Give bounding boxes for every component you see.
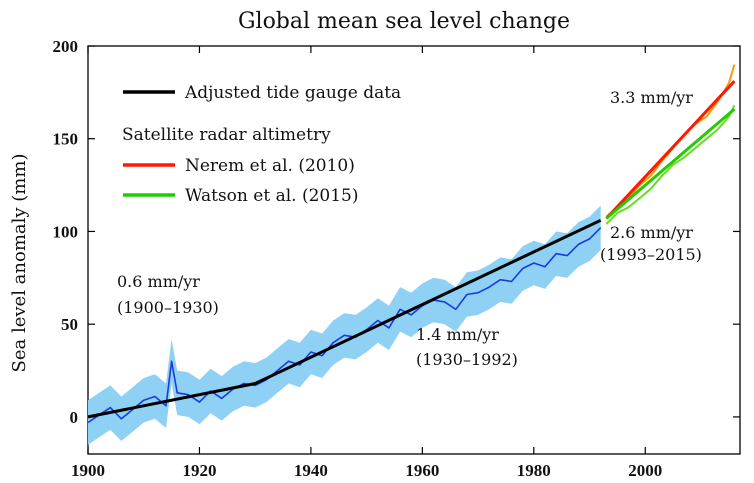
annotation-rate-nerem: 3.3 mm/yr <box>610 88 693 107</box>
annotation-period-1930: (1930–1992) <box>416 350 518 369</box>
legend-label-nerem: Nerem et al. (2010) <box>185 156 355 176</box>
uncertainty-band <box>88 205 601 445</box>
x-tick-label: 1980 <box>517 461 551 480</box>
tide-gauge-trend-line <box>87 218 602 419</box>
tide-gauge-uncertainty-band <box>88 205 601 445</box>
legend-label-tide-gauge: Adjusted tide gauge data <box>184 83 401 103</box>
annotation-period-watson: (1993–2015) <box>600 245 702 264</box>
annotation-rate-1900: 0.6 mm/yr <box>117 272 200 291</box>
legend: Adjusted tide gauge data Satellite radar… <box>122 83 401 206</box>
x-tick-label: 2000 <box>628 461 662 480</box>
tide-gauge-observed-line <box>87 227 602 424</box>
plot-frame <box>87 45 741 455</box>
legend-label-watson: Watson et al. (2015) <box>185 186 358 206</box>
legend-group-heading: Satellite radar altimetry <box>122 125 331 145</box>
y-tick-label: 100 <box>53 222 79 241</box>
axes-layer: 1900 1920 1940 1960 1980 2000 0 50 100 150 200 <box>53 37 740 480</box>
chart-title: Global mean sea level change <box>238 9 570 34</box>
y-tick-label: 200 <box>53 37 79 56</box>
y-tick-label: 150 <box>53 130 79 149</box>
series-layer <box>87 64 736 424</box>
y-axis-label: Sea level anomaly (mm) <box>9 154 30 373</box>
nerem-trend-line <box>605 80 736 220</box>
x-tick-label: 1940 <box>294 461 328 480</box>
annotation-rate-1930: 1.4 mm/yr <box>416 325 499 344</box>
watson-observed-line <box>605 104 736 225</box>
rate-annotations: 0.6 mm/yr (1900–1930) 1.4 mm/yr (1930–19… <box>117 88 702 369</box>
watson-trend-line <box>605 107 736 220</box>
x-tick-label: 1920 <box>182 461 216 480</box>
y-tick-label: 0 <box>70 408 79 427</box>
y-tick-label: 50 <box>61 315 78 334</box>
x-tick-label: 1900 <box>71 461 105 480</box>
annotation-rate-watson: 2.6 mm/yr <box>610 223 693 242</box>
x-tick-label: 1960 <box>405 461 439 480</box>
annotation-period-1900: (1900–1930) <box>117 298 219 317</box>
